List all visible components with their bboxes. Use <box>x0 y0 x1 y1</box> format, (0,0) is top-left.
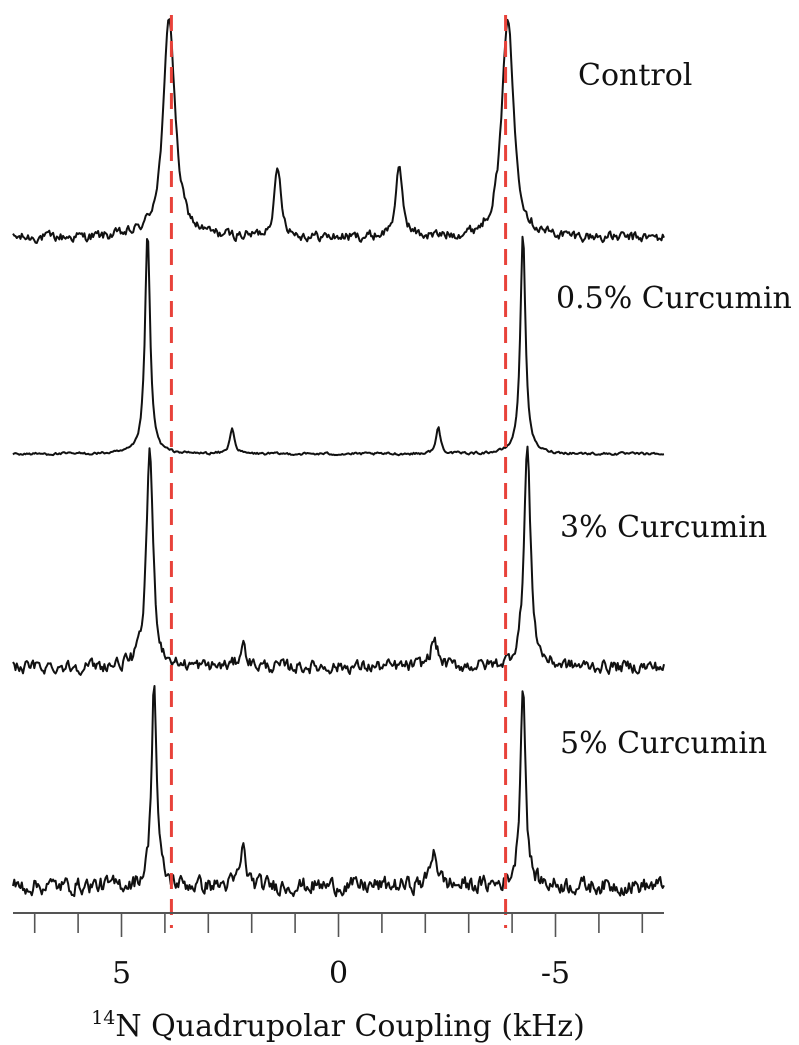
series-label-4: 5% Curcumin <box>560 726 767 761</box>
reference-lines-layer <box>169 15 508 928</box>
series-label-3: 3% Curcumin <box>560 510 767 545</box>
series-label-2: 0.5% Curcumin <box>556 281 792 316</box>
x-tick-label-2: -5 <box>541 956 570 991</box>
series-label-1: Control <box>578 58 692 93</box>
x-axis-title-text: N Quadrupolar Coupling (kHz) <box>115 1009 584 1044</box>
x-axis-title-superscript: 14 <box>91 1007 115 1029</box>
x-axis-title: 14N Quadrupolar Coupling (kHz) <box>91 1007 585 1044</box>
spectrum-line-2 <box>12 235 665 457</box>
x-tick-label-1: 0 <box>329 956 348 991</box>
spectrum-line-1 <box>12 18 665 244</box>
spectra-layer <box>12 18 665 898</box>
x-tick-label-0: 5 <box>112 956 131 991</box>
spectrum-line-3 <box>12 445 665 676</box>
x-axis: 5 0 -5 <box>13 912 664 991</box>
spectrum-line-4 <box>12 685 665 898</box>
series-labels-layer: Control 0.5% Curcumin 3% Curcumin 5% Curcum… <box>556 58 792 761</box>
